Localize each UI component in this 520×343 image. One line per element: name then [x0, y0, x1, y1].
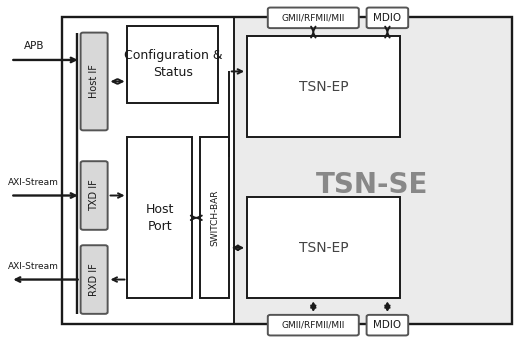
Text: MDIO: MDIO — [373, 320, 401, 330]
Bar — [247, 197, 400, 298]
Bar — [200, 137, 229, 298]
FancyBboxPatch shape — [367, 8, 408, 28]
Text: GMII/RFMII/MII: GMII/RFMII/MII — [282, 13, 345, 22]
Text: TSN-SE: TSN-SE — [316, 171, 428, 199]
Bar — [247, 36, 400, 137]
Text: Configuration &
Status: Configuration & Status — [124, 49, 222, 79]
Text: MDIO: MDIO — [373, 13, 401, 23]
Text: TXD IF: TXD IF — [89, 180, 99, 211]
Text: RXD IF: RXD IF — [89, 263, 99, 296]
Text: AXI-Stream: AXI-Stream — [8, 262, 59, 271]
Text: TSN-EP: TSN-EP — [299, 80, 348, 94]
Text: Host IF: Host IF — [89, 64, 99, 98]
Bar — [127, 137, 192, 298]
FancyBboxPatch shape — [268, 315, 359, 335]
Text: AXI-Stream: AXI-Stream — [8, 178, 59, 187]
FancyBboxPatch shape — [367, 315, 408, 335]
FancyBboxPatch shape — [81, 33, 108, 130]
FancyBboxPatch shape — [268, 8, 359, 28]
Text: APB: APB — [23, 42, 44, 51]
Text: TSN-EP: TSN-EP — [299, 241, 348, 255]
FancyBboxPatch shape — [81, 161, 108, 230]
Text: Host
Port: Host Port — [146, 203, 174, 233]
Bar — [234, 17, 512, 324]
Text: GMII/RFMII/MII: GMII/RFMII/MII — [282, 321, 345, 330]
Bar — [62, 17, 512, 324]
Text: SWITCH-BAR: SWITCH-BAR — [210, 190, 219, 246]
FancyBboxPatch shape — [81, 245, 108, 314]
Bar — [127, 26, 218, 103]
